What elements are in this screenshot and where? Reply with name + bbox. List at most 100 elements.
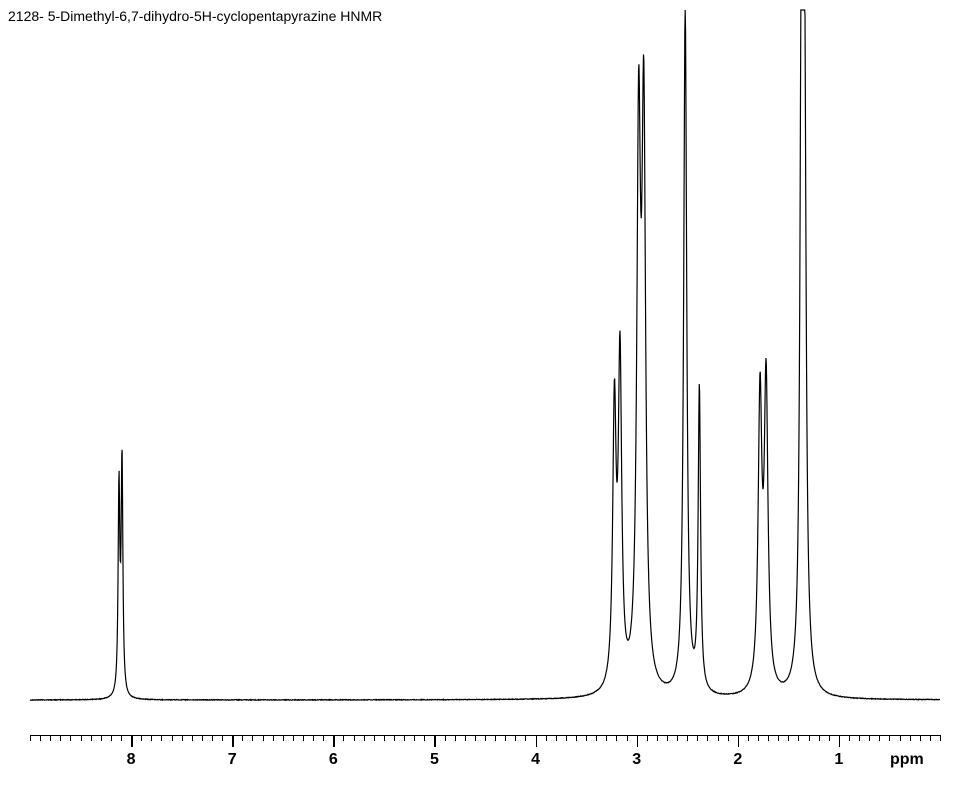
x-axis-minor-tick	[778, 735, 779, 741]
x-axis-minor-tick	[172, 735, 173, 741]
x-axis-minor-tick	[394, 735, 395, 741]
x-axis-tick-label: 4	[531, 751, 540, 769]
x-axis-minor-tick	[455, 735, 456, 741]
x-axis-minor-tick	[809, 735, 810, 741]
x-axis-minor-tick	[525, 735, 526, 741]
x-axis-minor-tick	[596, 735, 597, 741]
x-axis-major-tick	[333, 735, 335, 747]
x-axis-minor-tick	[445, 735, 446, 741]
x-axis-minor-tick	[485, 735, 486, 741]
x-axis-major-tick	[839, 735, 841, 747]
x-axis-minor-tick	[556, 735, 557, 741]
x-axis-minor-tick	[161, 735, 162, 741]
x-axis-minor-tick	[151, 735, 152, 741]
x-axis-tick-label: 8	[127, 751, 136, 769]
x-axis-label: ppm	[890, 751, 924, 769]
x-axis-tick-label: 7	[228, 751, 237, 769]
x-axis-minor-tick	[687, 735, 688, 741]
x-axis-minor-tick	[364, 735, 365, 741]
x-axis-minor-tick	[930, 735, 931, 741]
x-axis-minor-tick	[293, 735, 294, 741]
x-axis-minor-tick	[81, 735, 82, 741]
x-axis-minor-tick	[879, 735, 880, 741]
x-axis-minor-tick	[586, 735, 587, 741]
x-axis-minor-tick	[627, 735, 628, 741]
x-axis-minor-tick	[697, 735, 698, 741]
x-axis-minor-tick	[819, 735, 820, 741]
x-axis-major-tick	[232, 735, 234, 747]
x-axis-minor-tick	[404, 735, 405, 741]
x-axis-minor-tick	[242, 735, 243, 741]
x-axis-minor-tick	[849, 735, 850, 741]
x-axis-minor-tick	[910, 735, 911, 741]
x-axis-minor-tick	[111, 735, 112, 741]
x-axis-minor-tick	[343, 735, 344, 741]
x-axis-tick-label: 5	[430, 751, 439, 769]
x-axis-minor-tick	[40, 735, 41, 741]
x-axis-minor-tick	[465, 735, 466, 741]
x-axis-minor-tick	[252, 735, 253, 741]
spectrum-trace	[30, 10, 940, 700]
x-axis-minor-tick	[606, 735, 607, 741]
x-axis-minor-tick	[515, 735, 516, 741]
x-axis-minor-tick	[374, 735, 375, 741]
x-axis-minor-tick	[101, 735, 102, 741]
x-axis-minor-tick	[718, 735, 719, 741]
x-axis-tick-label: 1	[834, 751, 843, 769]
x-axis-minor-tick	[141, 735, 142, 741]
x-axis-minor-tick	[616, 735, 617, 741]
x-axis-tick-label: 3	[632, 751, 641, 769]
x-axis-minor-tick	[566, 735, 567, 741]
x-axis-minor-tick	[869, 735, 870, 741]
x-axis-minor-tick	[323, 735, 324, 741]
x-axis-minor-tick	[667, 735, 668, 741]
x-axis-minor-tick	[475, 735, 476, 741]
x-axis-minor-tick	[354, 735, 355, 741]
x-axis-tick-label: 6	[329, 751, 338, 769]
x-axis-minor-tick	[728, 735, 729, 741]
x-axis-minor-tick	[424, 735, 425, 741]
x-axis-minor-tick	[222, 735, 223, 741]
x-axis-minor-tick	[940, 735, 941, 741]
x-axis-minor-tick	[202, 735, 203, 741]
x-axis-minor-tick	[546, 735, 547, 741]
x-axis-minor-tick	[657, 735, 658, 741]
x-axis-minor-tick	[900, 735, 901, 741]
x-axis-major-tick	[536, 735, 538, 747]
x-axis-minor-tick	[273, 735, 274, 741]
x-axis-minor-tick	[920, 735, 921, 741]
x-axis-minor-tick	[414, 735, 415, 741]
x-axis-minor-tick	[192, 735, 193, 741]
x-axis-minor-tick	[576, 735, 577, 741]
x-axis-minor-tick	[859, 735, 860, 741]
x-axis-minor-tick	[182, 735, 183, 741]
x-axis-minor-tick	[303, 735, 304, 741]
x-axis-minor-tick	[263, 735, 264, 741]
x-axis-minor-tick	[768, 735, 769, 741]
x-axis-minor-tick	[70, 735, 71, 741]
x-axis-major-tick	[738, 735, 740, 747]
x-axis-minor-tick	[212, 735, 213, 741]
x-axis-minor-tick	[647, 735, 648, 741]
x-axis-minor-tick	[91, 735, 92, 741]
x-axis-minor-tick	[283, 735, 284, 741]
x-axis-minor-tick	[798, 735, 799, 741]
x-axis-minor-tick	[788, 735, 789, 741]
x-axis-minor-tick	[707, 735, 708, 741]
x-axis-minor-tick	[495, 735, 496, 741]
x-axis-major-tick	[637, 735, 639, 747]
x-axis-major-tick	[131, 735, 133, 747]
x-axis-minor-tick	[384, 735, 385, 741]
x-axis-minor-tick	[50, 735, 51, 741]
x-axis-minor-tick	[505, 735, 506, 741]
x-axis-minor-tick	[748, 735, 749, 741]
nmr-spectrum	[0, 0, 962, 790]
x-axis-minor-tick	[889, 735, 890, 741]
x-axis-minor-tick	[677, 735, 678, 741]
x-axis-minor-tick	[829, 735, 830, 741]
x-axis-minor-tick	[313, 735, 314, 741]
x-axis-tick-label: 2	[733, 751, 742, 769]
x-axis-minor-tick	[60, 735, 61, 741]
x-axis-minor-tick	[758, 735, 759, 741]
x-axis-minor-tick	[121, 735, 122, 741]
